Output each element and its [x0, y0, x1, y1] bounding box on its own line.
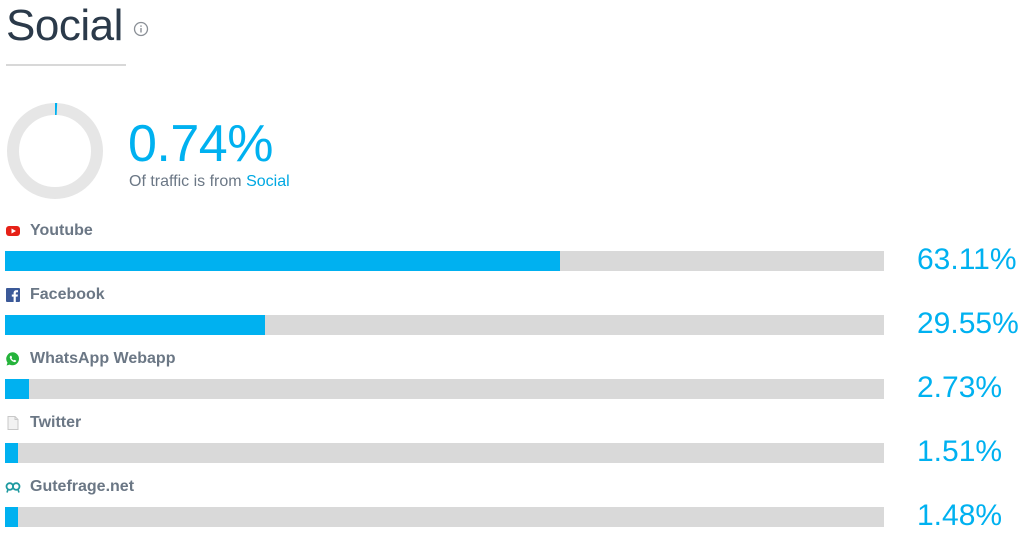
source-bar-track	[5, 443, 884, 463]
whatsapp-icon	[6, 352, 19, 366]
facebook-icon	[6, 288, 20, 302]
document-icon	[7, 416, 19, 430]
source-bar-fill	[5, 443, 19, 463]
source-name[interactable]: WhatsApp Webapp	[30, 350, 176, 367]
page-title: Social	[6, 1, 123, 50]
source-name[interactable]: Twitter	[30, 414, 82, 431]
source-share-value: 1.48%	[917, 499, 1003, 532]
social-share-value: 0.74%	[128, 115, 273, 173]
source-bar-track	[5, 251, 884, 271]
donut-arc	[7, 103, 103, 199]
source-bar-fill	[5, 379, 29, 399]
source-bar-track	[5, 315, 884, 335]
info-circle-icon[interactable]	[133, 21, 149, 37]
source-share-value: 63.11%	[917, 243, 1017, 276]
source-name[interactable]: Facebook	[30, 286, 105, 303]
source-bar-fill	[5, 315, 265, 335]
source-name[interactable]: Youtube	[30, 222, 93, 239]
list-item: Gutefrage.net 1.48%	[0, 478, 1032, 542]
source-share-value: 29.55%	[917, 307, 1019, 340]
source-share-value: 1.51%	[917, 435, 1003, 468]
source-label: Youtube	[5, 222, 93, 240]
caption-prefix: Of traffic is from	[129, 173, 242, 190]
donut-track	[7, 103, 103, 199]
traffic-share-donut	[7, 103, 103, 199]
source-label: Twitter	[5, 414, 81, 432]
list-item: Facebook 29.55%	[0, 286, 1032, 350]
source-label: Facebook	[5, 286, 105, 304]
youtube-icon	[6, 226, 20, 236]
source-bar-fill	[5, 251, 560, 271]
source-bar-track	[5, 379, 884, 399]
list-item: Twitter 1.51%	[0, 414, 1032, 478]
list-item: WhatsApp Webapp 2.73%	[0, 350, 1032, 414]
title-divider	[6, 64, 126, 66]
social-share-caption: Of traffic is from Social	[129, 173, 290, 191]
caption-channel: Social	[246, 173, 290, 190]
source-bar-track	[5, 507, 884, 527]
gutefrage-icon	[5, 482, 21, 493]
page-header: Social	[6, 0, 149, 52]
source-name[interactable]: Gutefrage.net	[30, 478, 135, 495]
source-bar-fill	[5, 507, 18, 527]
source-label: Gutefrage.net	[5, 478, 134, 496]
source-share-value: 2.73%	[917, 371, 1003, 404]
source-label: WhatsApp Webapp	[5, 350, 175, 368]
list-item: Youtube 63.11%	[0, 222, 1032, 286]
